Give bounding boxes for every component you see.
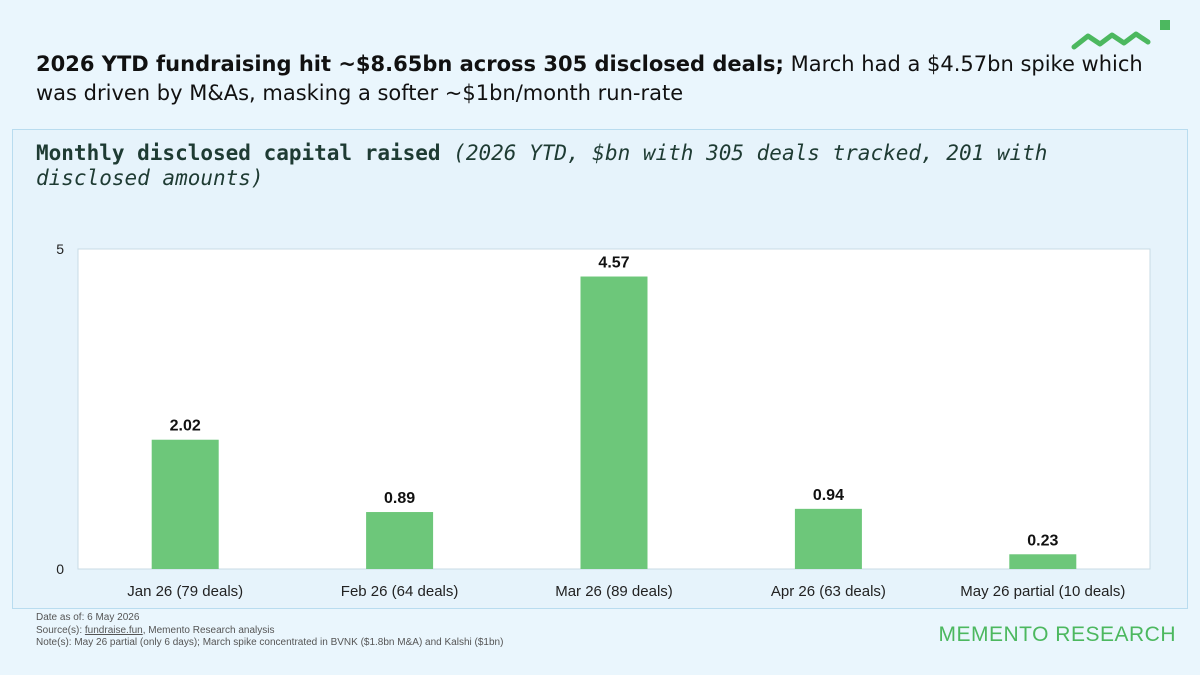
bar: [1009, 554, 1077, 569]
bar-value-label: 0.94: [813, 487, 844, 504]
y-tick-label: 5: [56, 241, 64, 257]
chart-title-main: Monthly disclosed capital raised: [36, 141, 441, 165]
bar-value-label: 2.02: [170, 418, 201, 435]
bar: [580, 276, 648, 569]
x-tick-label: Feb 26 (64 deals): [341, 583, 459, 600]
memento-logo-icon: [1071, 20, 1170, 50]
bar: [151, 439, 219, 569]
brand-name: MEMENTO RESEARCH: [938, 623, 1176, 646]
source-link[interactable]: fundraise.fun: [84, 624, 143, 636]
bar-value-label: 4.57: [598, 255, 629, 272]
footnotes: Date as of: 6 May 2026 Source(s): fundra…: [36, 612, 503, 650]
footnote-date: Date as of: 6 May 2026: [36, 612, 140, 623]
headline: 2026 YTD fundraising hit ~$8.65bn across…: [36, 50, 1146, 108]
chart-title-subtitle: (2026 YTD, $bn with 305 deals tracked, 2…: [36, 141, 1048, 190]
footnote-source-prefix: Source(s):: [36, 624, 85, 636]
bar-value-label: 0.23: [1027, 532, 1058, 549]
x-tick-label: Jan 26 (79 deals): [127, 583, 243, 600]
bar: [366, 512, 434, 569]
x-tick-label: Apr 26 (63 deals): [771, 583, 886, 600]
footnote-note: Note(s): May 26 partial (only 6 days); M…: [36, 637, 504, 648]
chart-title: Monthly disclosed capital raised (2026 Y…: [36, 141, 1156, 191]
x-tick-label: Mar 26 (89 deals): [555, 583, 673, 600]
bar-value-label: 0.89: [384, 490, 415, 507]
footnote-source: Source(s): fundraise.fun, Memento Resear…: [36, 625, 503, 638]
footnote-source-rest: , Memento Research analysis: [142, 624, 275, 636]
headline-bold: 2026 YTD fundraising hit ~$8.65bn across…: [36, 52, 784, 76]
headline-rest: March had a $4.57bn spike which was driv…: [36, 52, 1143, 105]
x-tick-label: May 26 partial (10 deals): [960, 583, 1125, 600]
y-tick-label: 0: [56, 561, 64, 577]
bar: [794, 508, 862, 569]
